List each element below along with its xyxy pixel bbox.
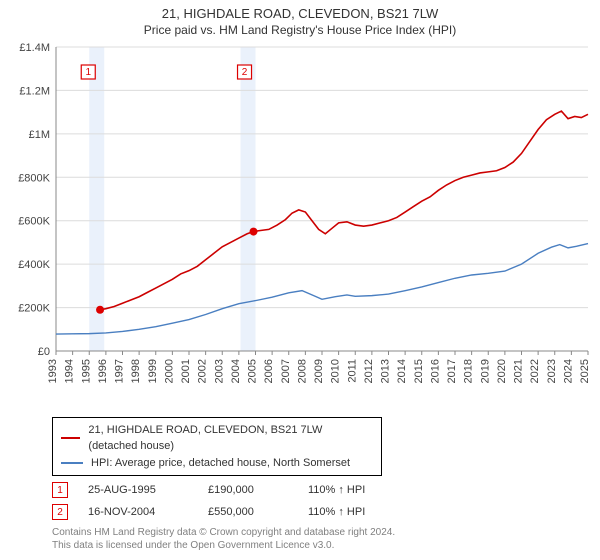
chart-plot: £0 £200K £400K £600K £800K £1M £1.2M £1.4M 1993 1… (8, 41, 592, 411)
y-tick-label: £800K (18, 172, 50, 184)
x-tick-label: 2000 (163, 359, 175, 383)
y-tick-label: £1.4M (19, 42, 50, 54)
x-tick-label: 2019 (479, 359, 491, 383)
sale-row-price: £550,000 (208, 506, 288, 518)
sale-row-marker: 2 (52, 504, 68, 520)
y-tick-label: £600K (18, 216, 50, 228)
x-tick-label: 1999 (147, 359, 159, 383)
legend-label: 21, HIGHDALE ROAD, CLEVEDON, BS21 7LW (d… (88, 422, 373, 455)
x-tick-label: 2011 (346, 359, 358, 383)
footnote-line: This data is licensed under the Open Gov… (52, 539, 592, 552)
footnote-line: Contains HM Land Registry data © Crown c… (52, 526, 592, 539)
x-tick-label: 2012 (363, 359, 375, 383)
chart-container: 21, HIGHDALE ROAD, CLEVEDON, BS21 7LW Pr… (0, 0, 600, 560)
y-tick-label: £1M (29, 129, 50, 141)
x-tick-label: 2002 (197, 359, 209, 383)
sale-row-date: 16-NOV-2004 (88, 506, 188, 518)
sale-marker-number: 2 (242, 67, 248, 78)
x-tick-label: 2015 (413, 359, 425, 383)
x-tick-label: 2006 (263, 359, 275, 383)
x-tick-label: 1996 (97, 359, 109, 383)
chart-svg: £0 £200K £400K £600K £800K £1M £1.2M £1.4M 1993 1… (8, 41, 592, 411)
x-tick-label: 2022 (529, 359, 541, 383)
x-tick-label: 2010 (330, 359, 342, 383)
y-tick-label: £0 (38, 346, 50, 358)
chart-title: 21, HIGHDALE ROAD, CLEVEDON, BS21 7LW (8, 6, 592, 23)
legend-swatch (61, 462, 83, 464)
x-tick-label: 1995 (80, 359, 92, 383)
sale-row: 1 25-AUG-1995 £190,000 110% ↑ HPI (52, 482, 592, 498)
sale-row-pct: 110% ↑ HPI (308, 506, 365, 518)
x-tick-label: 2004 (230, 359, 242, 383)
x-tick-label: 2025 (579, 359, 591, 383)
x-tick-label: 2001 (180, 359, 192, 383)
x-tick-label: 2013 (380, 359, 392, 383)
sale-row: 2 16-NOV-2004 £550,000 110% ↑ HPI (52, 504, 592, 520)
y-tick-label: £400K (18, 259, 50, 271)
sale-marker-number: 1 (85, 67, 91, 78)
chart-subtitle: Price paid vs. HM Land Registry's House … (8, 23, 592, 37)
sale-row-marker: 1 (52, 482, 68, 498)
sale-row-pct: 110% ↑ HPI (308, 484, 365, 496)
x-tick-label: 2009 (313, 359, 325, 383)
footnote: Contains HM Land Registry data © Crown c… (52, 526, 592, 552)
x-tick-label: 1997 (114, 359, 126, 383)
x-tick-label: 2018 (463, 359, 475, 383)
sale-marker-dot (96, 306, 104, 314)
sale-marker-dot (250, 227, 258, 235)
x-tick-label: 1994 (64, 359, 76, 383)
legend-swatch (61, 437, 80, 439)
sale-period-shade (89, 47, 104, 351)
x-tick-label: 2007 (280, 359, 292, 383)
legend-row: 21, HIGHDALE ROAD, CLEVEDON, BS21 7LW (d… (61, 422, 373, 455)
x-tick-label: 2008 (296, 359, 308, 383)
x-tick-label: 1998 (130, 359, 142, 383)
x-tick-label: 2020 (496, 359, 508, 383)
sale-period-shade (241, 47, 256, 351)
sale-row-date: 25-AUG-1995 (88, 484, 188, 496)
y-tick-label: £1.2M (19, 85, 50, 97)
legend-label: HPI: Average price, detached house, Nort… (91, 455, 350, 472)
x-tick-label: 2005 (247, 359, 259, 383)
x-tick-label: 2017 (446, 359, 458, 383)
y-tick-label: £200K (18, 302, 50, 314)
x-tick-label: 2024 (562, 359, 574, 383)
series-price_paid (100, 111, 588, 310)
x-tick-label: 2021 (513, 359, 525, 383)
x-tick-label: 2003 (213, 359, 225, 383)
legend-row: HPI: Average price, detached house, Nort… (61, 455, 373, 472)
x-tick-label: 1993 (47, 359, 59, 383)
sale-rows: 1 25-AUG-1995 £190,000 110% ↑ HPI 2 16-NOV-20… (52, 482, 592, 520)
x-tick-label: 2014 (396, 359, 408, 383)
x-tick-label: 2023 (546, 359, 558, 383)
x-tick-label: 2016 (429, 359, 441, 383)
series-hpi_avg (56, 243, 588, 334)
sale-row-price: £190,000 (208, 484, 288, 496)
legend: 21, HIGHDALE ROAD, CLEVEDON, BS21 7LW (d… (52, 417, 382, 477)
